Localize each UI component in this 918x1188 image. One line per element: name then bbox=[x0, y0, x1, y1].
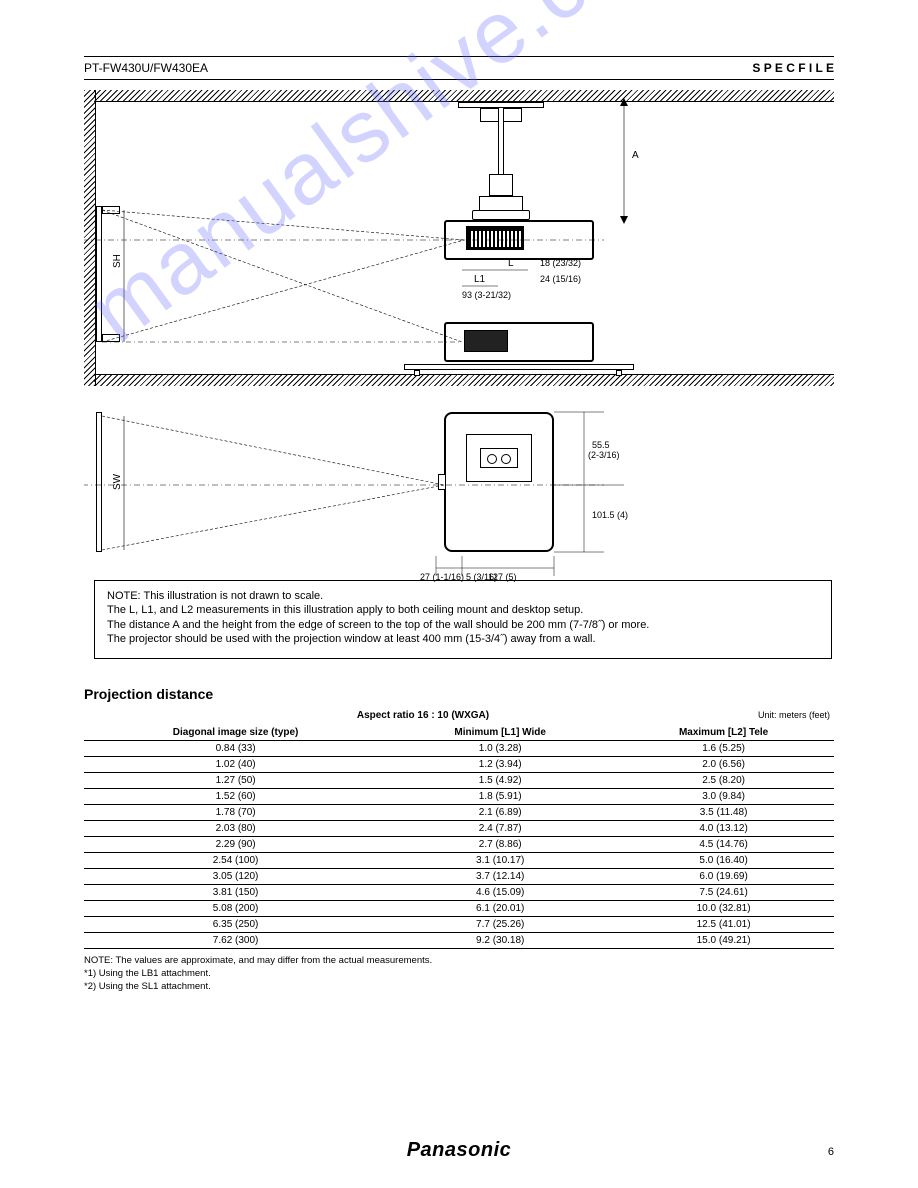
table-cell: 6.35 (250) bbox=[84, 917, 387, 933]
table-unit: Unit: meters (feet) bbox=[758, 710, 830, 720]
dim-A: A bbox=[632, 150, 639, 161]
table-cell: 3.5 (11.48) bbox=[613, 805, 834, 821]
table-cell: 1.5 (4.92) bbox=[387, 773, 613, 789]
table-cell: 4.6 (15.09) bbox=[387, 885, 613, 901]
page-footer: Panasonic bbox=[0, 1139, 918, 1162]
table-cell: 9.2 (30.18) bbox=[387, 933, 613, 949]
projection-lines bbox=[84, 90, 834, 580]
dim-101: 101.5 (4) bbox=[592, 510, 628, 520]
table-row: 1.52 (60)1.8 (5.91)3.0 (9.84) bbox=[84, 789, 834, 805]
table-cell: 2.7 (8.86) bbox=[387, 837, 613, 853]
table-ratio-header: Aspect ratio 16 : 10 (WXGA) bbox=[357, 710, 489, 721]
table-cell: 2.29 (90) bbox=[84, 837, 387, 853]
dim-55: 55.5 bbox=[592, 440, 610, 450]
brand-logo: Panasonic bbox=[407, 1139, 512, 1161]
projection-distance-table: Aspect ratio 16 : 10 (WXGA) Unit: meters… bbox=[84, 708, 834, 949]
table-cell: 1.8 (5.91) bbox=[387, 789, 613, 805]
note-line: The distance A and the height from the e… bbox=[107, 618, 819, 632]
table-row: 3.81 (150)4.6 (15.09)7.5 (24.61) bbox=[84, 885, 834, 901]
table-row: 3.05 (120)3.7 (12.14)6.0 (19.69) bbox=[84, 869, 834, 885]
table-cell: 2.54 (100) bbox=[84, 853, 387, 869]
note-box: NOTE: This illustration is not drawn to … bbox=[94, 580, 832, 659]
table-cell: 1.02 (40) bbox=[84, 757, 387, 773]
dim-SH: SH bbox=[112, 254, 123, 268]
table-cell: 4.5 (14.76) bbox=[613, 837, 834, 853]
table-cell: 5.08 (200) bbox=[84, 901, 387, 917]
table-row: 6.35 (250)7.7 (25.26)12.5 (41.01) bbox=[84, 917, 834, 933]
table-cell: 7.5 (24.61) bbox=[613, 885, 834, 901]
spec-file-label: S P E C F I L E bbox=[752, 61, 834, 75]
table-cell: 3.7 (12.14) bbox=[387, 869, 613, 885]
table-cell: 3.05 (120) bbox=[84, 869, 387, 885]
table-row: 0.84 (33)1.0 (3.28)1.6 (5.25) bbox=[84, 741, 834, 757]
note-line: NOTE: This illustration is not drawn to … bbox=[107, 589, 819, 603]
note-line: The projector should be used with the pr… bbox=[107, 632, 819, 646]
table-cell: 15.0 (49.21) bbox=[613, 933, 834, 949]
dim-L1: L1 bbox=[474, 274, 485, 285]
dim-93: 93 (3-21/32) bbox=[462, 290, 511, 300]
page-number: 6 bbox=[828, 1146, 834, 1158]
table-cell: 6.0 (19.69) bbox=[613, 869, 834, 885]
dim-18: 18 (23/32) bbox=[540, 258, 581, 268]
table-cell: 0.84 (33) bbox=[84, 741, 387, 757]
dim-24: 24 (15/16) bbox=[540, 274, 581, 284]
page-header: PT-FW430U/FW430EA S P E C F I L E bbox=[84, 61, 834, 80]
col-min: Minimum [L1] Wide bbox=[387, 725, 613, 741]
table-cell: 1.6 (5.25) bbox=[613, 741, 834, 757]
col-max: Maximum [L2] Tele bbox=[613, 725, 834, 741]
table-cell: 3.0 (9.84) bbox=[613, 789, 834, 805]
dim-L: L bbox=[508, 258, 514, 269]
table-cell: 10.0 (32.81) bbox=[613, 901, 834, 917]
table-row: 2.54 (100)3.1 (10.17)5.0 (16.40) bbox=[84, 853, 834, 869]
table-cell: 3.1 (10.17) bbox=[387, 853, 613, 869]
table-cell: 1.78 (70) bbox=[84, 805, 387, 821]
table-footnotes: NOTE: The values are approximate, and ma… bbox=[84, 955, 834, 993]
distance-title: Projection distance bbox=[84, 686, 834, 702]
table-cell: 2.5 (8.20) bbox=[613, 773, 834, 789]
table-row: 2.03 (80)2.4 (7.87)4.0 (13.12) bbox=[84, 821, 834, 837]
table-row: 1.02 (40)1.2 (3.94)2.0 (6.56) bbox=[84, 757, 834, 773]
footnote: *2) Using the SL1 attachment. bbox=[84, 981, 834, 994]
table-cell: 12.5 (41.01) bbox=[613, 917, 834, 933]
table-cell: 2.0 (6.56) bbox=[613, 757, 834, 773]
table-cell: 2.4 (7.87) bbox=[387, 821, 613, 837]
model-number: PT-FW430U/FW430EA bbox=[84, 61, 208, 75]
table-cell: 7.62 (300) bbox=[84, 933, 387, 949]
table-row: 5.08 (200)6.1 (20.01)10.0 (32.81) bbox=[84, 901, 834, 917]
installation-diagram: A L L1 18 (23/32) 93 (3-21/32) 24 (15/16… bbox=[84, 90, 834, 580]
note-line: The L, L1, and L2 measurements in this i… bbox=[107, 603, 819, 617]
footnote: NOTE: The values are approximate, and ma… bbox=[84, 955, 834, 968]
table-cell: 5.0 (16.40) bbox=[613, 853, 834, 869]
table-cell: 3.81 (150) bbox=[84, 885, 387, 901]
table-cell: 7.7 (25.26) bbox=[387, 917, 613, 933]
table-cell: 2.1 (6.89) bbox=[387, 805, 613, 821]
table-cell: 1.2 (3.94) bbox=[387, 757, 613, 773]
table-row: 1.27 (50)1.5 (4.92)2.5 (8.20) bbox=[84, 773, 834, 789]
table-row: 7.62 (300)9.2 (30.18)15.0 (49.21) bbox=[84, 933, 834, 949]
dim-SW: SW bbox=[112, 474, 123, 490]
table-cell: 2.03 (80) bbox=[84, 821, 387, 837]
col-diag: Diagonal image size (type) bbox=[84, 725, 387, 741]
table-cell: 1.0 (3.28) bbox=[387, 741, 613, 757]
footnote: *1) Using the LB1 attachment. bbox=[84, 968, 834, 981]
table-cell: 1.52 (60) bbox=[84, 789, 387, 805]
table-cell: 6.1 (20.01) bbox=[387, 901, 613, 917]
table-cell: 1.27 (50) bbox=[84, 773, 387, 789]
dim-55a: (2-3/16) bbox=[588, 450, 620, 460]
table-cell: 4.0 (13.12) bbox=[613, 821, 834, 837]
table-row: 1.78 (70)2.1 (6.89)3.5 (11.48) bbox=[84, 805, 834, 821]
table-row: 2.29 (90)2.7 (8.86)4.5 (14.76) bbox=[84, 837, 834, 853]
